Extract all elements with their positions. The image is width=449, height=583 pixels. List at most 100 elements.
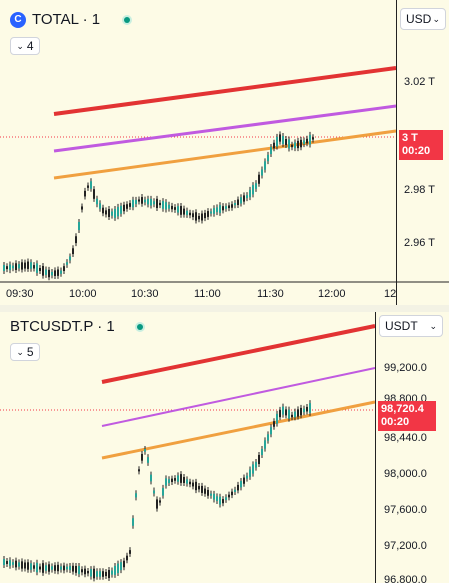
candle-body bbox=[150, 198, 152, 206]
price-label: 2.98 T bbox=[404, 184, 435, 196]
candle-body bbox=[159, 500, 161, 503]
candle-body bbox=[72, 248, 74, 255]
candle-body bbox=[153, 201, 155, 205]
candle-body bbox=[168, 204, 170, 209]
candle-body bbox=[33, 265, 35, 269]
candle-body bbox=[198, 486, 200, 490]
candle-body bbox=[99, 203, 101, 209]
symbol-title[interactable]: BTCUSDT.P · 1 bbox=[10, 318, 145, 335]
candle-body bbox=[246, 195, 248, 199]
price-label: 97,600.0 bbox=[384, 504, 427, 516]
candle-body bbox=[105, 571, 107, 577]
candle-body bbox=[21, 262, 23, 270]
candle-body bbox=[177, 475, 179, 482]
candle-body bbox=[147, 457, 149, 463]
candle-body bbox=[255, 461, 257, 468]
candle-body bbox=[252, 464, 254, 474]
candle-body bbox=[129, 203, 131, 207]
candle-body bbox=[24, 262, 26, 269]
candle-body bbox=[306, 406, 308, 412]
price-chart-btcusdt[interactable] bbox=[0, 312, 449, 583]
candle-body bbox=[144, 448, 146, 452]
candle-body bbox=[3, 265, 5, 271]
candle-body bbox=[111, 570, 113, 575]
price-chart-total[interactable] bbox=[0, 0, 449, 305]
candle-body bbox=[21, 561, 23, 569]
candle-body bbox=[147, 198, 149, 205]
candle-body bbox=[261, 449, 263, 455]
candle-body bbox=[51, 271, 53, 276]
candle-body bbox=[297, 409, 299, 417]
candle-body bbox=[165, 478, 167, 486]
candle-body bbox=[192, 482, 194, 487]
candle-body bbox=[117, 563, 119, 573]
candle-body bbox=[219, 496, 221, 505]
candle-body bbox=[207, 489, 209, 496]
live-status-icon bbox=[122, 14, 133, 25]
price-label: 97,200.0 bbox=[384, 540, 427, 552]
candle-body bbox=[162, 201, 164, 209]
candle-body bbox=[123, 560, 125, 568]
candle-body bbox=[216, 496, 218, 502]
price-axis-separator bbox=[375, 312, 376, 583]
candle-body bbox=[39, 268, 41, 271]
indicators-toggle[interactable]: ⌄ 5 bbox=[10, 343, 40, 361]
candle-body bbox=[282, 135, 284, 145]
candle-body bbox=[102, 207, 104, 214]
candle-body bbox=[216, 207, 218, 213]
chart-pane-total[interactable]: C TOTAL · 1 ⌄ 4 USD ⌄ 3.02 T 2.98 T 2.96… bbox=[0, 0, 449, 305]
candle-body bbox=[234, 489, 236, 492]
candle-body bbox=[189, 212, 191, 216]
candle-body bbox=[258, 454, 260, 465]
live-status-icon bbox=[134, 321, 145, 332]
candle-body bbox=[306, 138, 308, 144]
candle-body bbox=[30, 262, 32, 269]
chevron-down-icon: ⌄ bbox=[429, 320, 437, 331]
candle-body bbox=[258, 174, 260, 184]
candle-body bbox=[54, 565, 56, 571]
time-label: 11:30 bbox=[257, 288, 284, 300]
candle-body bbox=[156, 198, 158, 208]
candle-body bbox=[27, 261, 29, 269]
candle-body bbox=[96, 571, 98, 577]
candle-body bbox=[225, 497, 227, 500]
candle-body bbox=[42, 266, 44, 276]
time-label: 11:00 bbox=[194, 288, 221, 300]
candle-body bbox=[288, 139, 290, 149]
candle-body bbox=[93, 189, 95, 199]
indicators-toggle[interactable]: ⌄ 4 bbox=[10, 37, 40, 55]
currency-select[interactable]: USD ⌄ bbox=[400, 8, 446, 30]
candle-body bbox=[192, 213, 194, 218]
candle-body bbox=[255, 183, 257, 189]
candle-body bbox=[243, 477, 245, 484]
candle-body bbox=[9, 264, 11, 271]
candle-body bbox=[273, 421, 275, 427]
candle-body bbox=[138, 199, 140, 202]
price-label: 98,440.0 bbox=[384, 432, 427, 444]
candle-body bbox=[309, 134, 311, 145]
chart-pane-btcusdt[interactable]: BTCUSDT.P · 1 ⌄ 5 USDT ⌄ 99,200.0 98,800… bbox=[0, 312, 449, 583]
price-label: 98,000.0 bbox=[384, 468, 427, 480]
candle-body bbox=[171, 205, 173, 210]
candle-body bbox=[243, 195, 245, 202]
candle-body bbox=[186, 210, 188, 215]
candle-body bbox=[300, 407, 302, 416]
candle-body bbox=[228, 494, 230, 498]
currency-select[interactable]: USDT ⌄ bbox=[379, 315, 443, 337]
candle-body bbox=[195, 212, 197, 221]
candle-body bbox=[66, 566, 68, 570]
candle-body bbox=[93, 568, 95, 579]
candle-body bbox=[33, 565, 35, 569]
symbol-title[interactable]: C TOTAL · 1 bbox=[10, 11, 133, 28]
candle-body bbox=[159, 202, 161, 206]
indicator-count: 5 bbox=[26, 345, 34, 359]
candle-body bbox=[195, 481, 197, 491]
candle-body bbox=[114, 208, 116, 218]
candle-body bbox=[126, 204, 128, 209]
price-label: 96,800.0 bbox=[384, 574, 427, 583]
candle-body bbox=[60, 566, 62, 570]
candle-body bbox=[207, 211, 209, 217]
candle-body bbox=[249, 189, 251, 198]
candle-body bbox=[48, 564, 50, 572]
candle-body bbox=[48, 269, 50, 278]
